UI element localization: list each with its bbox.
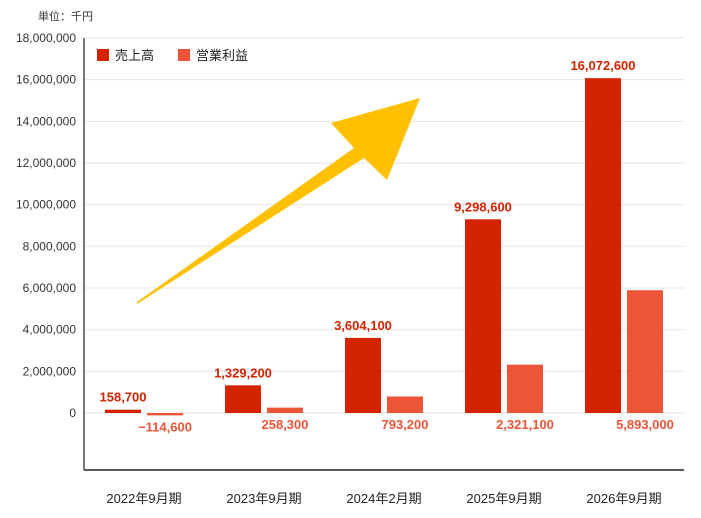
bar-layer [105,78,663,416]
y-tick-label: 16,000,000 [16,73,76,87]
y-tick-label: 6,000,000 [23,281,77,295]
y-tick-label: 14,000,000 [16,114,76,128]
x-category-label: 2024年2月期 [346,491,421,506]
data-label-sales: 9,298,600 [454,199,512,214]
data-label-sales: 1,329,200 [214,365,272,380]
x-category-labels: 2022年9月期 2023年9月期 2024年2月期 2025年9月期 2026年9月期 [106,491,661,506]
bar-sales [225,385,261,413]
trend-arrow-shape [137,98,420,304]
data-label-sales: 16,072,600 [570,58,635,73]
grid-layer [84,37,684,414]
bar-sales [585,78,621,413]
legend-swatch [178,49,190,61]
data-label-sales: 158,700 [100,390,147,405]
x-category-label: 2023年9月期 [226,491,301,506]
trend-arrow [137,98,420,304]
y-tick-label: 4,000,000 [23,323,77,337]
data-label-operating-profit: 793,200 [382,417,429,432]
y-tick-label: 10,000,000 [16,198,76,212]
data-label-sales: 3,604,100 [334,318,392,333]
bar-operating-profit [507,364,543,413]
y-tick-label: 18,000,000 [16,31,76,45]
data-label-operating-profit: 258,300 [262,417,309,432]
y-tick-labels: 18,000,000 16,000,000 14,000,000 12,000,000… [16,31,76,420]
unit-label: 単位：千円 [38,11,93,23]
data-labels: 158,700 −114,600 1,329,200 258,300 3,604,100… [100,58,674,434]
bar-sales [105,409,141,413]
y-tick-label: 0 [69,406,76,420]
bar-operating-profit [267,407,303,413]
bar-operating-profit [387,396,423,413]
y-tick-label: 8,000,000 [23,239,77,253]
y-tick-label: 2,000,000 [23,364,77,378]
x-category-label: 2026年9月期 [586,491,661,506]
y-tick-label: 12,000,000 [16,156,76,170]
legend-swatch [97,49,109,61]
axis-layer [83,38,684,471]
bar-sales [465,219,501,413]
bar-sales [345,337,381,413]
legend: 売上高 営業利益 [97,48,248,63]
legend-label: 営業利益 [196,48,248,63]
data-label-operating-profit: 2,321,100 [496,417,554,432]
bar-operating-profit [147,413,183,416]
data-label-operating-profit: 5,893,000 [616,417,674,432]
bar-operating-profit [627,290,663,413]
x-category-label: 2025年9月期 [466,491,541,506]
x-category-label: 2022年9月期 [106,491,181,506]
legend-label: 売上高 [115,48,154,63]
data-label-operating-profit: −114,600 [138,419,192,434]
